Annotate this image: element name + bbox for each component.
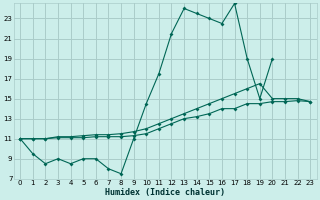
X-axis label: Humidex (Indice chaleur): Humidex (Indice chaleur) [105,188,225,197]
